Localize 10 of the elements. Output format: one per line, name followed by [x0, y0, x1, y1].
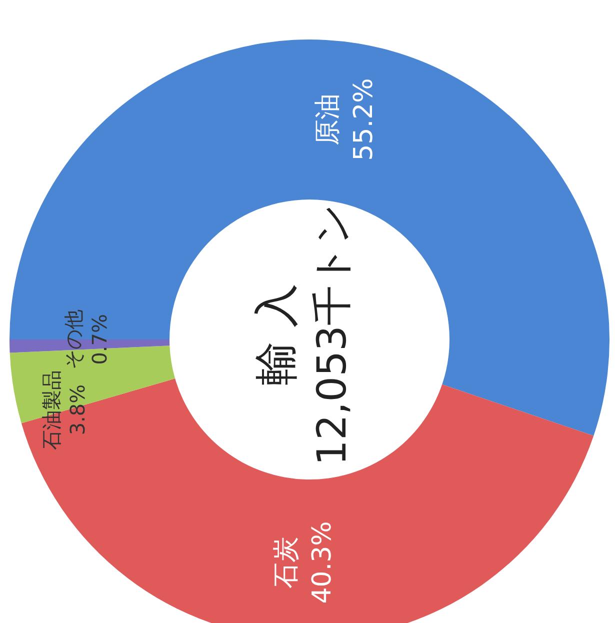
slice-label: 石油製品	[39, 370, 64, 450]
slice-label: その他	[62, 309, 86, 370]
data-label: 55.2%	[348, 78, 379, 161]
slice-label: 原油	[312, 93, 343, 146]
text: 輸 入	[251, 284, 302, 386]
text: 12,053千トン	[310, 204, 356, 466]
data-label: 40.3%	[308, 521, 338, 604]
data-label: 3.8%	[65, 384, 90, 436]
data-label: 0.7%	[88, 314, 112, 365]
slice-label: 石炭	[272, 536, 302, 588]
